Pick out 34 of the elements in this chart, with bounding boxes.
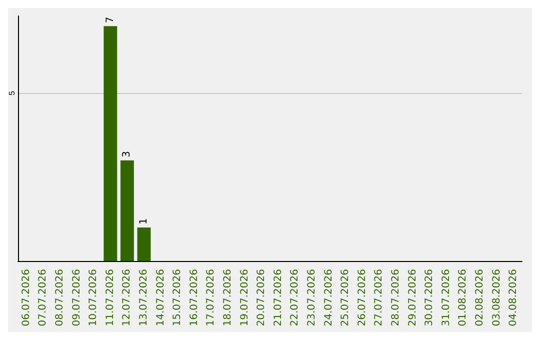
x-tick-label: 31.07.2026 — [440, 269, 452, 326]
x-tick-label: 04.08.2026 — [508, 269, 520, 326]
x-tick-label: 11.07.2026 — [104, 269, 116, 326]
data-label: 1 — [138, 218, 150, 224]
x-tick-label: 29.07.2026 — [407, 269, 418, 326]
x-tick-label: 12.07.2026 — [122, 269, 133, 326]
x-tick-label: 21.07.2026 — [272, 269, 284, 326]
x-tick-label: 07.07.2026 — [38, 269, 49, 326]
x-tick-label: 03.08.2026 — [491, 269, 502, 326]
x-tick-label: 10.07.2026 — [88, 269, 100, 326]
x-tick-label: 24.07.2026 — [323, 269, 334, 326]
x-tick-label: 09.07.2026 — [71, 269, 82, 326]
x-tick-label: 13.07.2026 — [138, 269, 150, 326]
x-tick-label: 25.07.2026 — [340, 269, 352, 326]
x-tick-label: 01.08.2026 — [458, 269, 469, 326]
x-tick-label: 22.07.2026 — [290, 269, 301, 326]
x-tick-label: 19.07.2026 — [239, 269, 250, 326]
x-tick-label: 27.07.2026 — [374, 269, 385, 326]
x-tick-label: 23.07.2026 — [306, 269, 318, 326]
x-tick-label: 02.08.2026 — [474, 269, 486, 326]
x-tick-label: 26.07.2026 — [356, 269, 368, 326]
x-tick-label: 20.07.2026 — [256, 269, 268, 326]
x-tick-label: 30.07.2026 — [424, 269, 436, 326]
x-tick-label: 15.07.2026 — [172, 269, 184, 326]
x-tick-label: 08.07.2026 — [54, 269, 66, 326]
x-tick-label: 06.07.2026 — [20, 269, 32, 326]
data-label: 7 — [104, 16, 116, 24]
x-tick-label: 14.07.2026 — [155, 269, 166, 326]
data-label: 3 — [122, 150, 133, 158]
x-tick-label: 28.07.2026 — [390, 269, 402, 326]
x-tick-label: 17.07.2026 — [206, 269, 217, 326]
x-tick-label: 18.07.2026 — [222, 269, 234, 326]
x-tick-label: 16.07.2026 — [188, 269, 200, 326]
y-tick-label: 5 — [8, 90, 16, 96]
